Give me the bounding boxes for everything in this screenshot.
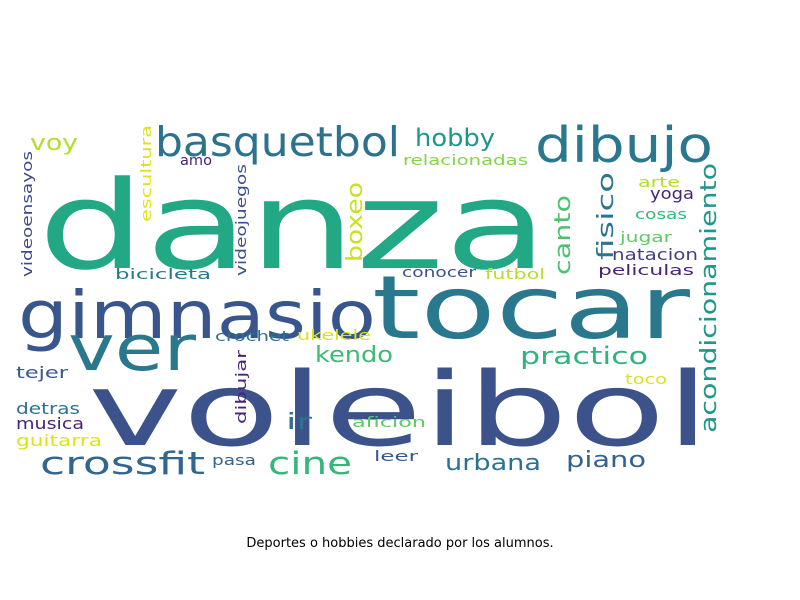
word-relacionadas: relacionadas [403,153,528,169]
word-crochet: crochet [215,329,290,345]
word-leer: leer [374,449,418,465]
word-voy: voy [30,131,78,156]
word-basquetbol: basquetbol [155,118,400,166]
word-toco: toco [625,372,667,388]
word-tejer: tejer [16,363,69,382]
word-yoga: yoga [650,184,694,203]
word-danza: danza [38,155,548,297]
word-fisico: fisico [594,172,619,260]
word-peliculas: peliculas [598,263,694,279]
word-jugar: jugar [619,230,673,246]
word-guitarra: guitarra [16,431,102,450]
word-videoensayos: videoensayos [20,151,36,277]
word-dibujar: dibujar [234,350,250,424]
word-hobby: hobby [415,124,495,152]
word-videojuegos: videojuegos [234,164,250,276]
word-ver: ver [68,312,196,385]
word-dibujo: dibujo [535,117,713,174]
word-escultura: escultura [139,125,155,222]
word-ir: ir [286,410,314,435]
word-conocer: conocer [402,265,476,281]
word-gimnasio: gimnasio [18,277,376,354]
word-musica: musica [16,414,84,433]
word-boxeo: boxeo [343,182,368,262]
word-detras: detras [16,399,80,418]
figure-caption: Deportes o hobbies declarado por los alu… [246,536,554,551]
word-kendo: kendo [315,343,393,368]
word-cosas: cosas [635,207,687,223]
word-arte: arte [638,175,680,191]
word-acondicionamiento: acondicionamiento [697,163,722,433]
word-voleibol: voleibol [88,351,710,470]
word-piano: piano [566,448,646,473]
word-cine: cine [268,446,352,482]
word-urbana: urbana [445,451,541,476]
word-canto: canto [551,195,576,275]
word-ukelele: ukelele [297,328,371,344]
word-bicicleta: bicicleta [115,267,211,283]
word-pasa: pasa [212,453,256,469]
word-tocar: tocar [372,257,690,359]
word-natacion: natacion [612,245,698,264]
word-futbol: futbol [485,267,545,283]
word-amo: amo [180,153,212,169]
word-crossfit: crossfit [40,446,205,482]
word-practico: practico [520,342,648,370]
word-aficion: aficion [352,415,426,431]
